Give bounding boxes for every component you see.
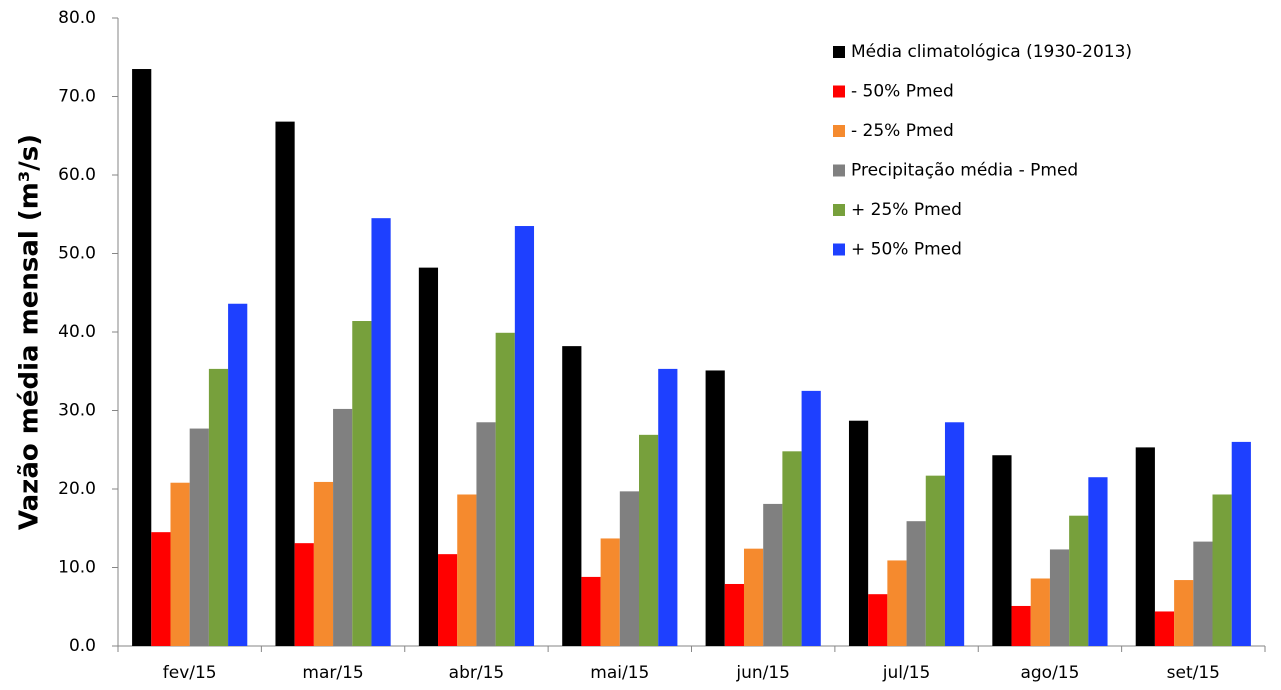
y-axis-label: Vazão média mensal (m³/s) — [15, 134, 45, 530]
y-tick-label: 60.0 — [58, 165, 96, 185]
bar — [189, 428, 209, 646]
y-tick-label: 50.0 — [58, 244, 96, 264]
bar — [418, 267, 439, 646]
bar — [782, 451, 802, 646]
bar — [743, 548, 764, 646]
bar — [887, 560, 907, 646]
legend-swatch — [833, 164, 845, 177]
bar — [992, 455, 1012, 646]
bar — [639, 434, 659, 646]
bar — [151, 532, 171, 646]
bar — [1231, 441, 1251, 646]
bar — [1193, 541, 1213, 646]
bar — [724, 583, 744, 646]
x-tick-label: mar/15 — [302, 663, 363, 683]
bar — [1135, 447, 1155, 646]
x-tick-label: jul/15 — [882, 663, 931, 683]
bar — [1069, 515, 1089, 646]
y-tick-label: 20.0 — [58, 479, 96, 499]
bar — [294, 543, 314, 646]
legend-swatch — [833, 204, 845, 216]
bar — [848, 420, 869, 646]
legend-swatch — [833, 85, 845, 98]
legend-swatch — [833, 243, 845, 256]
bar — [1049, 549, 1070, 646]
y-tick-label: 40.0 — [58, 322, 96, 342]
bar — [944, 422, 965, 646]
bar — [333, 408, 353, 646]
legend-swatch — [833, 46, 845, 58]
legend-label: Média climatológica (1930-2013) — [851, 42, 1132, 62]
bar — [925, 475, 945, 646]
legend-label: + 50% Pmed — [851, 240, 962, 260]
x-tick-label: jun/15 — [735, 663, 790, 683]
bar — [705, 370, 725, 646]
bar — [600, 538, 620, 646]
bar — [1154, 611, 1175, 646]
bar — [313, 481, 334, 646]
bar — [457, 494, 477, 646]
legend-label: - 25% Pmed — [851, 121, 954, 141]
bar — [1088, 477, 1108, 646]
bar — [208, 368, 229, 646]
x-tick-label: fev/15 — [163, 663, 217, 683]
legend-swatch — [833, 125, 845, 137]
bar — [514, 226, 535, 646]
bar — [1212, 494, 1232, 646]
bar — [801, 390, 821, 646]
bar — [228, 303, 248, 646]
x-tick-label: mai/15 — [590, 663, 649, 683]
y-tick-label: 30.0 — [58, 401, 96, 421]
x-tick-label: abr/15 — [449, 663, 505, 683]
bar — [1030, 578, 1050, 646]
bar — [476, 422, 496, 646]
legend-label: Precipitação média - Pmed — [851, 161, 1078, 181]
bar — [170, 482, 190, 646]
bar — [275, 121, 295, 647]
x-tick-label: ago/15 — [1020, 663, 1079, 683]
bar — [352, 321, 372, 646]
legend-label: + 25% Pmed — [851, 200, 962, 220]
y-tick-label: 10.0 — [58, 558, 96, 578]
bar — [495, 332, 515, 646]
bar — [562, 346, 582, 646]
bar — [132, 69, 152, 646]
x-tick-label: set/15 — [1167, 663, 1220, 683]
y-tick-label: 0.0 — [69, 636, 96, 656]
bar — [658, 368, 678, 646]
bar — [619, 491, 640, 646]
legend-label: - 50% Pmed — [851, 82, 954, 102]
y-tick-label: 80.0 — [58, 8, 96, 28]
bar — [1011, 605, 1031, 646]
bar — [1174, 580, 1194, 646]
bar — [438, 554, 458, 646]
bar — [906, 521, 926, 646]
bar — [763, 503, 783, 646]
y-tick-label: 70.0 — [58, 87, 96, 107]
bar — [581, 576, 601, 646]
bar — [868, 594, 888, 646]
bar — [371, 218, 391, 647]
